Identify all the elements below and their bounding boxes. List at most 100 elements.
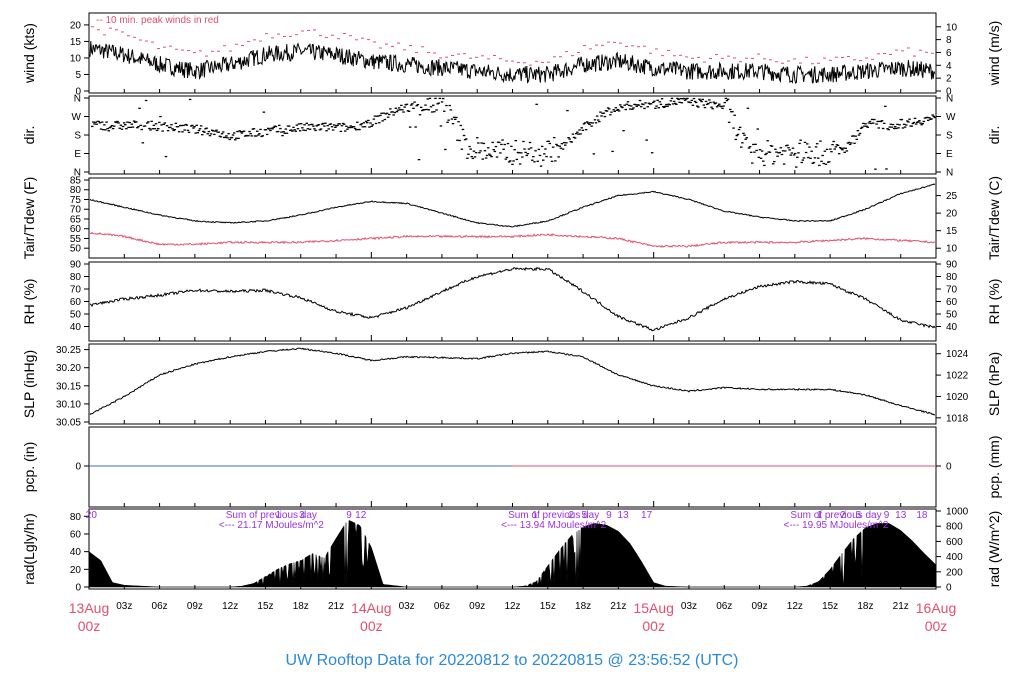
left-tick-label: 30.25 [56,345,81,356]
daily-sum-label: Sum of previous day [508,510,599,521]
right-tick-label: 2 [946,74,952,85]
radiation-hour-mark: 9 [346,510,352,521]
radiation-hour-mark: 9 [606,510,612,521]
radiation-hour-mark: 18 [916,510,928,521]
day-time-label: 00z [78,618,101,634]
radiation-hour-mark: 20 [86,510,98,521]
panel-frame-slp [88,343,937,425]
left-tick-label: 20 [70,20,82,31]
panel-frame-precipitation [88,426,937,508]
right-tick-label: 0 [946,87,952,98]
panel-precipitation: pcp. (in) pcp. (mm) 0 0 [21,426,1002,508]
right-tick-label: 6 [946,48,952,59]
hour-tick-label: 18z [575,601,591,612]
right-tick-label: 600 [946,537,963,548]
ylabel-right-slp: SLP (hPa) [986,352,1002,416]
radiation-hour-mark: 12 [355,510,367,521]
right-tick-label: 60 [946,297,958,308]
dew-point-line [89,231,936,248]
radiation-hour-mark: 1 [276,510,282,521]
left-tick-label: 80 [70,185,82,196]
left-tick-label: 60 [70,224,82,235]
radiation-hour-mark: 5 [856,510,862,521]
hour-tick-label: 06z [152,601,168,612]
day-date-label: 13Aug [69,600,109,616]
ylabel-right-wind: wind (m/s) [986,21,1002,87]
left-tick-label: 15 [70,37,82,48]
left-tick-label: 20 [70,565,82,576]
ylabel-right-precipitation: pcp. (mm) [986,436,1002,499]
left-tick-label: 0 [75,87,81,98]
radiation-hour-mark: 1 [532,510,538,521]
left-tick-label: 30.20 [56,363,81,374]
time-axis: 03z 06z 09z 12z 15z 18z 21z 03z 06z 09z 12z 15z 18z 2… [69,600,956,634]
right-tick-label: 25 [946,191,958,202]
left-tick-label: 50 [70,244,82,255]
solar-radiation-area [88,520,937,588]
hour-tick-label: 03z [681,601,697,612]
left-tick-label: 55 [70,234,82,245]
ylabel-right-direction: dir. [986,126,1002,145]
right-tick-label: 70 [946,285,958,296]
radiation-hour-mark: 1 [817,510,823,521]
left-tick-label: 30.05 [56,418,81,429]
right-tick-label: 20 [946,209,958,220]
right-tick-label: 8 [946,35,952,46]
right-tick-label: 1022 [946,371,969,382]
radiation-hour-mark: 5 [581,510,587,521]
chart-title: UW Rooftop Data for 20220812 to 20220815… [286,652,739,669]
right-tick-label: 1000 [946,507,969,518]
radiation-hour-mark: 13 [618,510,630,521]
wind-speed-line [89,41,936,84]
hour-tick-label: 21z [328,601,344,612]
left-tick-label: 40 [70,547,82,558]
left-tick-label: 5 [75,70,81,81]
day-date-label: 16Aug [916,600,956,616]
day-time-label: 00z [642,618,665,634]
right-tick-label: 0 [946,462,952,473]
left-tick-label: 75 [70,195,82,206]
right-tick-label: 1024 [946,349,969,360]
ylabel-right-temperature: Tair/Tdew (C) [986,176,1002,260]
left-tick-label: 0 [75,462,81,473]
day-date-label: 14Aug [351,600,391,616]
relative-humidity-line [89,266,936,332]
ylabel-left-rh: RH (%) [21,279,37,325]
left-tick-label: 60 [70,297,82,308]
hour-tick-label: 15z [540,601,556,612]
left-tick-label: 90 [70,260,82,271]
hour-tick-label: 09z [751,601,767,612]
daily-sum-value: <--- 13.94 MJoules/m^2 [501,520,606,531]
radiation-hour-mark: 2 [569,510,575,521]
right-tick-label: 400 [946,552,963,563]
radiation-hour-mark: 2 [840,510,846,521]
right-tick-label: 200 [946,567,963,578]
day-date-label: 15Aug [633,600,673,616]
hour-tick-label: 09z [187,601,203,612]
panel-frame-direction [88,95,937,175]
right-tick-label: S [946,131,953,142]
ylabel-right-rh: RH (%) [986,279,1002,325]
right-tick-label: 15 [946,226,958,237]
left-tick-label: 0 [75,583,81,594]
hour-tick-label: 15z [822,601,838,612]
day-time-label: 00z [925,618,948,634]
day-time-label: 00z [360,618,383,634]
right-tick-label: 800 [946,522,963,533]
sea-level-pressure-line [89,347,936,416]
radiation-hour-mark: 9 [884,510,890,521]
left-tick-label: 70 [70,205,82,216]
left-tick-label: S [74,131,81,142]
hour-tick-label: 09z [469,601,485,612]
left-tick-label: 50 [70,310,82,321]
ylabel-left-wind: wind (kts) [21,23,37,84]
right-tick-label: W [946,112,956,123]
left-tick-label: 30.10 [56,399,81,410]
hour-tick-label: 12z [222,601,238,612]
hour-tick-label: 21z [610,601,626,612]
left-tick-label: 60 [70,529,82,540]
left-tick-label: 80 [70,272,82,283]
